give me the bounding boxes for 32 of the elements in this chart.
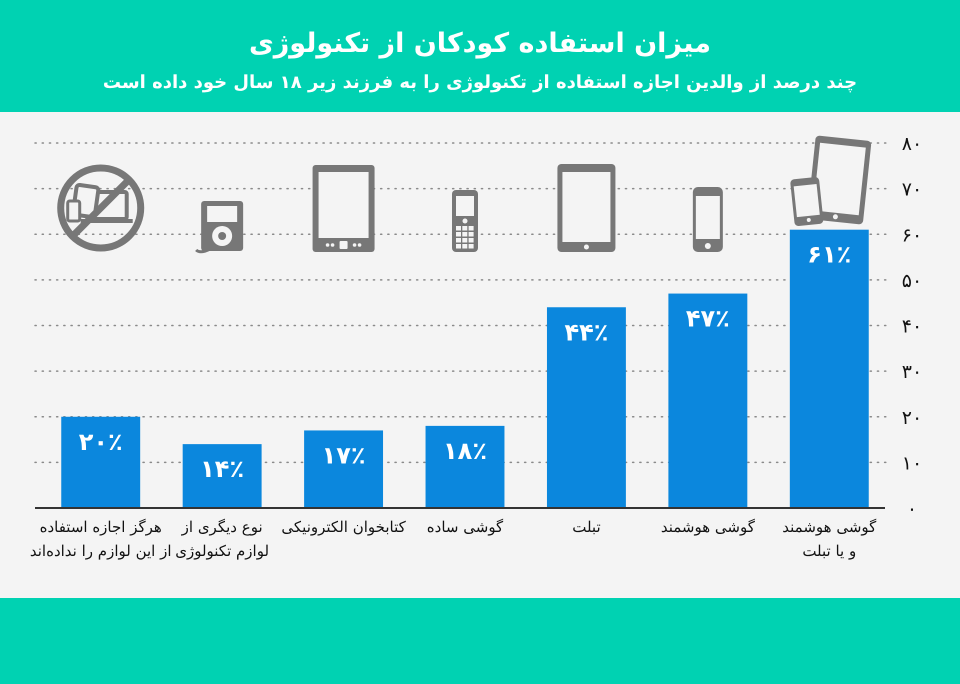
bar [790, 230, 869, 508]
x-tick-label: نوع دیگری از لوازم تکنولوژی [175, 518, 270, 560]
data-label: ۴۴٪ [564, 318, 608, 346]
y-tick-label: ۶۰ [902, 224, 922, 246]
data-label: ۶۱٪ [807, 240, 852, 269]
bar [182, 444, 262, 508]
x-tick-label: گوشی هوشمند [660, 518, 756, 536]
x-tick-label: کتابخوان الکترونیکی [281, 518, 407, 536]
y-tick-label: ۴۰ [902, 316, 922, 338]
bar [61, 416, 140, 508]
y-tick-label: ۰ [906, 498, 918, 520]
y-tick-label: ۱۰ [902, 452, 922, 474]
data-label: ۱۷٪ [322, 441, 366, 470]
data-label: ۲۰٪ [78, 428, 123, 456]
x-tick-label: تبلت [572, 518, 601, 536]
data-label: ۴۷٪ [686, 304, 730, 333]
x-tick-label: هرگز اجازه استفاده از این لوازم را نداده‌اند [30, 518, 172, 560]
bar [426, 426, 504, 508]
y-tick-label: ۸۰ [902, 133, 922, 155]
data-label: ۱۸٪ [443, 436, 487, 465]
bar [304, 430, 384, 508]
bar [668, 294, 748, 508]
y-tick-label: ۳۰ [902, 361, 922, 384]
y-tick-label: ۵۰ [902, 270, 922, 292]
bar [546, 307, 626, 508]
data-label: ۱۴٪ [200, 455, 244, 484]
y-tick-label: ۲۰ [902, 406, 922, 429]
x-tick-label: گوشی هوشمند و یا تبلت [782, 518, 878, 560]
x-tick-label: گوشی ساده [426, 518, 504, 536]
chart-title: میزان استفاده کودکان از تکنولوژی [249, 28, 711, 59]
chart-subtitle: چند درصد از والدین اجازه استفاده از تکنولوژی را به فرزند زیر ۱۸ سال خود داده است [102, 72, 858, 93]
y-tick-label: ۷۰ [902, 178, 922, 201]
